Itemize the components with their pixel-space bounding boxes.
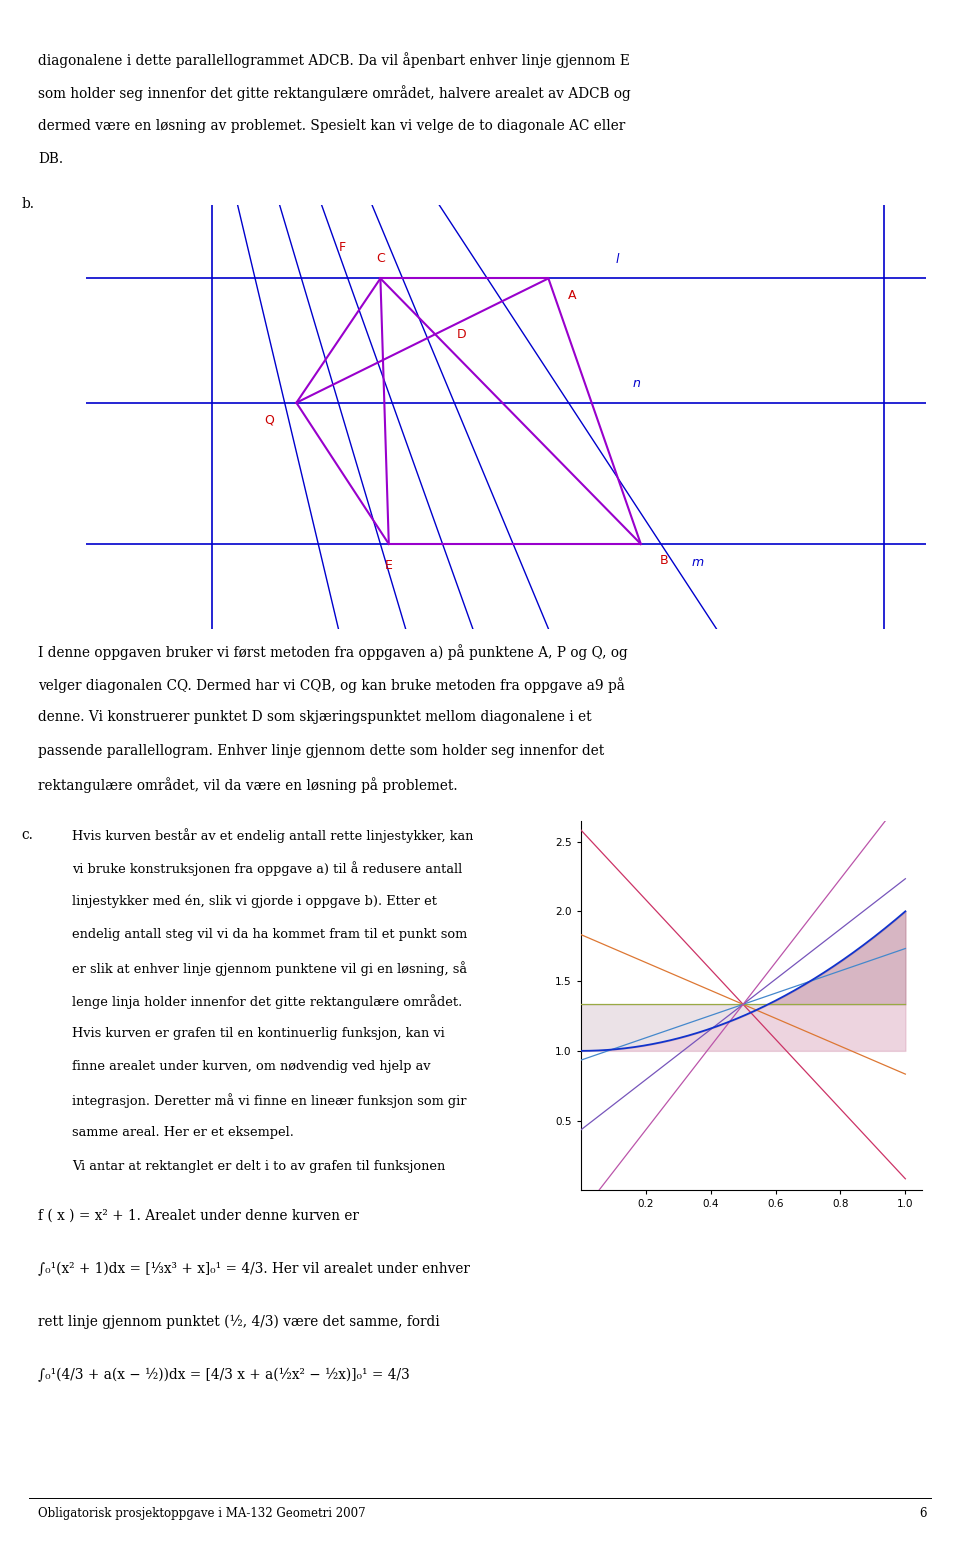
- Text: rektangulære området, vil da være en løsning på problemet.: rektangulære området, vil da være en løs…: [38, 777, 458, 792]
- Text: Vi antar at rektanglet er delt i to av grafen til funksjonen: Vi antar at rektanglet er delt i to av g…: [72, 1159, 445, 1173]
- Text: A: A: [567, 288, 576, 302]
- Text: som holder seg innenfor det gitte rektangulære området, halvere arealet av ADCB : som holder seg innenfor det gitte rektan…: [38, 85, 631, 102]
- Text: vi bruke konstruksjonen fra oppgave a) til å redusere antall: vi bruke konstruksjonen fra oppgave a) t…: [72, 861, 463, 877]
- Text: DB.: DB.: [38, 153, 63, 166]
- Text: B: B: [660, 555, 668, 567]
- Text: integrasjon. Deretter må vi finne en lineær funksjon som gir: integrasjon. Deretter må vi finne en lin…: [72, 1093, 467, 1108]
- Text: ∫₀¹(4/3 + a(x − ½))dx = [4/3 x + a(½x² − ½x)]₀¹ = 4/3: ∫₀¹(4/3 + a(x − ½))dx = [4/3 x + a(½x² −…: [38, 1368, 410, 1382]
- Text: f ( x ) = x² + 1. Arealet under denne kurven er: f ( x ) = x² + 1. Arealet under denne ku…: [38, 1208, 359, 1224]
- Text: D: D: [457, 328, 467, 341]
- Text: F: F: [339, 240, 347, 254]
- Text: samme areal. Her er et eksempel.: samme areal. Her er et eksempel.: [72, 1126, 294, 1139]
- Text: I denne oppgaven bruker vi først metoden fra oppgaven a) på punktene A, P og Q, : I denne oppgaven bruker vi først metoden…: [38, 644, 628, 660]
- Text: passende parallellogram. Enhver linje gjennom dette som holder seg innenfor det: passende parallellogram. Enhver linje gj…: [38, 743, 605, 758]
- Text: er slik at enhver linje gjennom punktene vil gi en løsning, så: er slik at enhver linje gjennom punktene…: [72, 962, 467, 975]
- Text: l: l: [615, 253, 619, 267]
- Text: m: m: [691, 556, 704, 570]
- Text: finne arealet under kurven, om nødvendig ved hjelp av: finne arealet under kurven, om nødvendig…: [72, 1060, 430, 1073]
- Text: E: E: [385, 559, 393, 572]
- Text: dermed være en løsning av problemet. Spesielt kan vi velge de to diagonale AC el: dermed være en løsning av problemet. Spe…: [38, 119, 626, 133]
- Text: lenge linja holder innenfor det gitte rektangulære området.: lenge linja holder innenfor det gitte re…: [72, 994, 463, 1009]
- Text: Q: Q: [265, 413, 275, 427]
- Text: denne. Vi konstruerer punktet D som skjæringspunktet mellom diagonalene i et: denne. Vi konstruerer punktet D som skjæ…: [38, 710, 592, 724]
- Text: linjestykker med én, slik vi gjorde i oppgave b). Etter et: linjestykker med én, slik vi gjorde i op…: [72, 894, 437, 908]
- Text: diagonalene i dette parallellogrammet ADCB. Da vil åpenbart enhver linje gjennom: diagonalene i dette parallellogrammet AD…: [38, 52, 631, 68]
- Text: n: n: [633, 378, 640, 390]
- Text: c.: c.: [21, 828, 33, 843]
- Text: ∫₀¹(x² + 1)dx = [⅓x³ + x]₀¹ = 4/3. Her vil arealet under enhver: ∫₀¹(x² + 1)dx = [⅓x³ + x]₀¹ = 4/3. Her v…: [38, 1262, 470, 1276]
- Text: Obligatorisk prosjektoppgave i MA-132 Geometri 2007: Obligatorisk prosjektoppgave i MA-132 Ge…: [38, 1507, 366, 1519]
- Text: 6: 6: [919, 1507, 926, 1519]
- Text: C: C: [376, 253, 385, 265]
- Text: endelig antall steg vil vi da ha kommet fram til et punkt som: endelig antall steg vil vi da ha kommet …: [72, 928, 468, 940]
- Text: Hvis kurven består av et endelig antall rette linjestykker, kan: Hvis kurven består av et endelig antall …: [72, 828, 473, 843]
- Text: velger diagonalen CQ. Dermed har vi CQB, og kan bruke metoden fra oppgave a9 på: velger diagonalen CQ. Dermed har vi CQB,…: [38, 678, 625, 693]
- Text: rett linje gjennom punktet (½, 4/3) være det samme, fordi: rett linje gjennom punktet (½, 4/3) være…: [38, 1314, 440, 1330]
- Text: b.: b.: [21, 197, 35, 211]
- Text: Hvis kurven er grafen til en kontinuerlig funksjon, kan vi: Hvis kurven er grafen til en kontinuerli…: [72, 1026, 444, 1040]
